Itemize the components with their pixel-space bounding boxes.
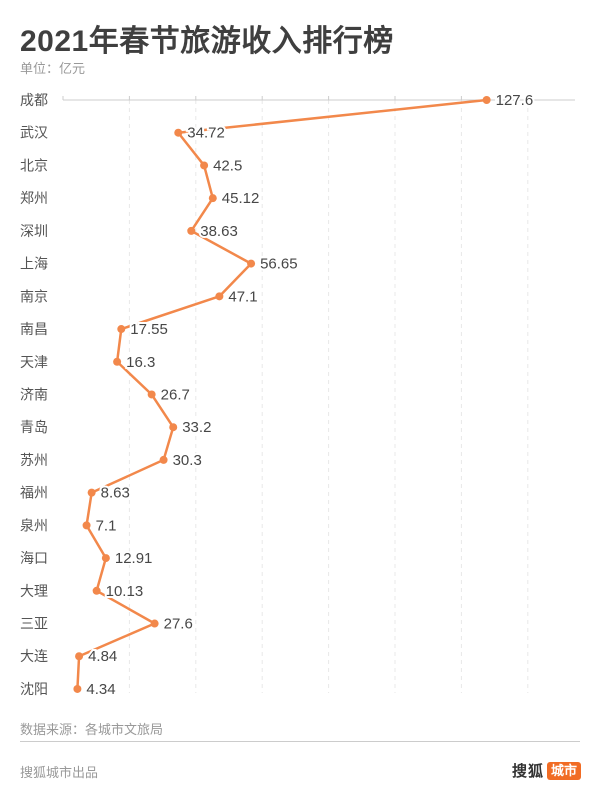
value-label: 12.91 [115, 550, 153, 567]
value-label: 16.3 [126, 354, 155, 371]
data-point [169, 423, 178, 432]
value-label: 4.84 [88, 648, 117, 665]
value-label: 33.2 [182, 419, 211, 436]
logo-badge-text: 城市 [546, 761, 581, 780]
data-point [113, 357, 122, 366]
value-label: 47.1 [228, 288, 257, 305]
data-point [82, 521, 91, 530]
data-point [147, 390, 156, 399]
value-label: 45.12 [222, 190, 260, 207]
category-label: 沈阳 [20, 681, 48, 697]
category-label: 苏州 [20, 452, 48, 468]
category-label: 大理 [20, 583, 48, 599]
category-label: 海口 [20, 550, 48, 566]
category-label: 三亚 [20, 616, 48, 632]
data-point [117, 325, 126, 334]
category-label: 济南 [20, 386, 48, 402]
value-label: 7.1 [96, 517, 117, 534]
category-label: 泉州 [20, 517, 48, 533]
data-point [92, 586, 101, 595]
category-label: 大连 [20, 648, 48, 664]
value-label: 10.13 [106, 583, 144, 600]
produced-by-note: 搜狐城市出品 [20, 765, 99, 780]
data-point [101, 554, 110, 563]
category-label: 天津 [20, 354, 48, 370]
category-label: 青岛 [20, 419, 48, 435]
value-label: 127.6 [496, 92, 534, 109]
category-label: 上海 [20, 256, 48, 272]
data-line [76, 98, 488, 691]
data-point [174, 128, 183, 137]
value-label: 38.63 [200, 223, 238, 240]
category-label: 南昌 [20, 321, 48, 337]
category-label: 福州 [20, 485, 48, 501]
value-label: 4.34 [86, 681, 115, 698]
data-point [87, 488, 96, 497]
data-point [247, 259, 256, 268]
value-label: 8.63 [101, 485, 130, 502]
footer-divider [20, 741, 580, 742]
value-label: 26.7 [161, 386, 190, 403]
data-point [150, 619, 159, 628]
data-point [73, 684, 82, 693]
data-point [159, 455, 168, 464]
data-point [208, 194, 217, 203]
value-label: 42.5 [213, 157, 242, 174]
category-label: 北京 [20, 157, 48, 173]
value-label: 34.72 [187, 125, 225, 142]
logo-brand-text: 搜狐 [511, 763, 544, 780]
category-label: 武汉 [20, 125, 48, 141]
category-label: 成都 [20, 92, 48, 108]
value-label: 27.6 [164, 616, 193, 633]
category-label: 深圳 [20, 223, 48, 239]
category-label: 郑州 [20, 190, 48, 206]
data-point [200, 161, 209, 170]
value-label: 30.3 [173, 452, 202, 469]
data-point [215, 292, 224, 301]
category-label: 南京 [20, 288, 48, 304]
page-title: 2021年春节旅游收入排行榜 [20, 25, 394, 58]
data-point [75, 652, 84, 661]
value-label: 17.55 [130, 321, 168, 338]
data-point [482, 96, 491, 104]
value-label: 56.65 [260, 256, 298, 273]
unit-label: 单位：亿元 [20, 61, 86, 76]
sohu-city-logo: 搜狐 城市 [512, 760, 581, 781]
data-source-note: 数据来源：各城市文旅局 [20, 722, 164, 737]
data-point [187, 226, 196, 235]
